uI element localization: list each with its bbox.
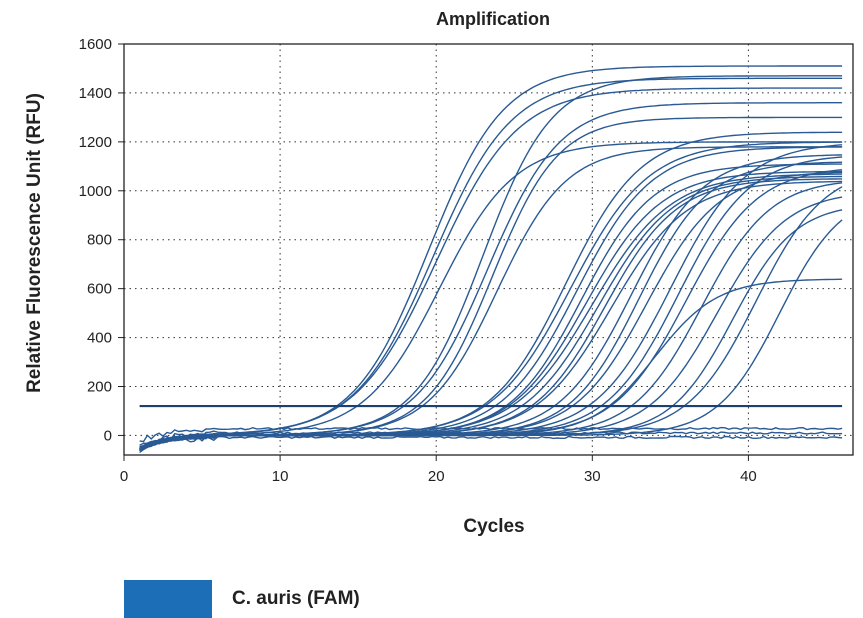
chart-title: Amplification — [436, 9, 550, 29]
amplification-curve — [139, 161, 843, 452]
x-tick-label: 30 — [584, 468, 601, 485]
y-tick-label: 1000 — [79, 183, 112, 200]
y-tick-label: 1600 — [79, 36, 112, 53]
x-tick-label: 10 — [272, 468, 289, 485]
legend-swatch-c-auris — [124, 580, 212, 618]
amplification-curve — [139, 141, 843, 450]
legend-label-c-auris: C. auris (FAM) — [232, 588, 360, 609]
y-tick-label: 200 — [87, 379, 112, 396]
y-axis-ticks: 0 200 400 600 800 1000 1200 1400 1600 — [79, 36, 124, 444]
plot-frame — [123, 43, 854, 456]
amplification-curve — [139, 169, 843, 450]
y-tick-label: 0 — [104, 427, 112, 444]
amplification-curve — [139, 219, 843, 451]
amplification-curve — [139, 426, 843, 443]
y-tick-label: 800 — [87, 232, 112, 249]
x-tick-label: 20 — [428, 468, 445, 485]
amplification-curves — [139, 65, 843, 454]
y-tick-label: 400 — [87, 330, 112, 347]
amplification-curve — [139, 430, 843, 446]
y-tick-label: 600 — [87, 281, 112, 298]
amplification-curve — [139, 186, 843, 451]
amplification-curve — [139, 65, 843, 450]
amplification-curve — [139, 146, 843, 450]
amplification-curve — [139, 77, 843, 451]
amplification-curve — [139, 87, 843, 450]
amplification-curve — [139, 435, 843, 454]
y-tick-label: 1200 — [79, 134, 112, 151]
legend: C. auris (FAM) — [124, 580, 360, 618]
x-tick-label: 40 — [740, 468, 757, 485]
amplification-curve — [139, 154, 843, 448]
y-axis-label: Relative Fluorescence Unit (RFU) — [24, 93, 45, 393]
x-tick-label: 0 — [120, 468, 128, 485]
x-axis-label: Cycles — [463, 516, 524, 537]
x-axis-ticks: 0 10 20 30 40 — [120, 455, 757, 485]
amplification-chart: Amplification 0 10 20 30 40 0 200 400 600 800 100… — [24, 9, 854, 537]
y-tick-label: 1400 — [79, 85, 112, 102]
grid-lines — [124, 44, 853, 455]
amplification-curve — [139, 146, 843, 451]
